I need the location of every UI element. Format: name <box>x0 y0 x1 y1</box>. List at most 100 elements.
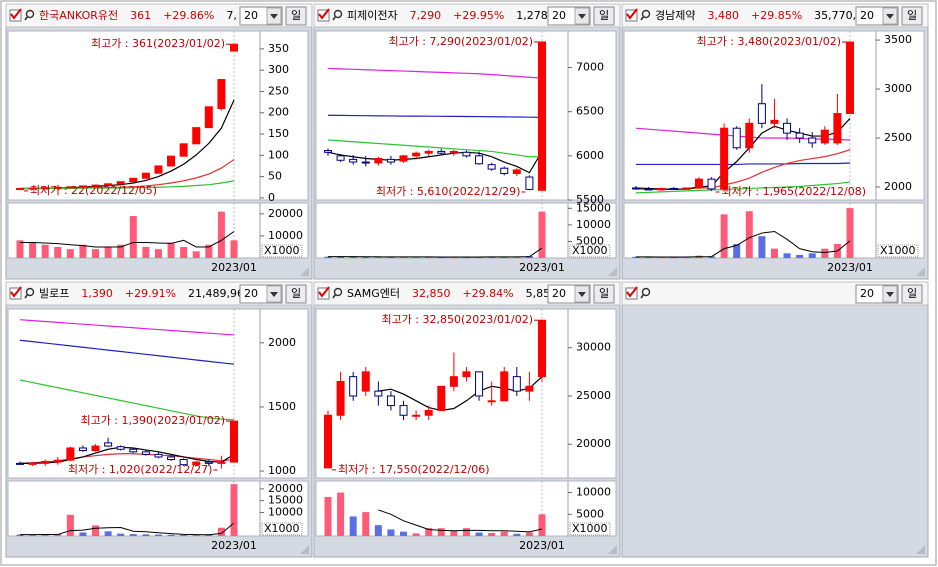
volume-bar <box>79 532 87 536</box>
volume-bar <box>92 249 100 258</box>
candle-body <box>129 448 138 453</box>
volume-bar <box>462 257 470 258</box>
candle-body <box>512 376 521 392</box>
header-change: +29.95% <box>453 9 504 22</box>
volume-pane <box>315 202 617 259</box>
search-icon[interactable] <box>641 287 651 297</box>
unit-button[interactable] <box>593 284 615 304</box>
unit-box <box>261 244 303 258</box>
candle-body <box>129 177 138 183</box>
low-label: 최저가 : 17,550(2022/12/06) <box>338 463 490 476</box>
candle-body <box>500 371 509 402</box>
volume-bar <box>758 236 766 258</box>
x-label: 2023/01 <box>519 261 565 274</box>
candle-body <box>104 183 113 186</box>
volume-bar <box>16 240 24 258</box>
volume-tick-label: 20000 <box>268 482 303 495</box>
candle-body <box>833 113 842 144</box>
resize-grip <box>608 267 617 276</box>
volume-bar <box>425 257 433 258</box>
unit-button[interactable] <box>285 284 307 304</box>
unit-box <box>877 244 919 258</box>
candle-body <box>217 461 226 464</box>
volume-tick-label: 10000 <box>576 486 611 499</box>
period-value: 20 <box>552 9 566 22</box>
high-label: 최고가 : 1,390(2023/01/02) <box>80 414 225 427</box>
candle-body <box>424 150 433 154</box>
y-tick-label: 7000 <box>576 61 604 74</box>
candle-body <box>399 155 408 162</box>
volume-bar <box>362 257 370 258</box>
unit-label: 일 <box>599 286 609 300</box>
dropdown-arrow <box>578 292 586 297</box>
volume-bar <box>16 534 24 536</box>
check-mark <box>10 286 22 298</box>
unit-label: 일 <box>291 8 301 22</box>
volume-bar <box>400 257 408 258</box>
check-mark <box>318 8 330 20</box>
candle-body <box>91 445 100 452</box>
volume-unit: X1000 <box>264 522 300 535</box>
header-name: SAMG엔터 <box>347 287 400 300</box>
candle-body <box>374 158 383 164</box>
volume-bar <box>362 512 370 536</box>
volume-bar <box>387 257 395 258</box>
candle-body <box>230 420 238 463</box>
search-icon-handle <box>640 294 645 299</box>
candle-body <box>192 127 201 145</box>
header-name: 빌로프 <box>39 287 69 300</box>
volume-average <box>20 231 235 248</box>
unit-button[interactable] <box>901 284 923 304</box>
header-volume: 35,770,8 <box>814 9 863 22</box>
candle-body <box>324 414 332 469</box>
candle-body <box>475 155 484 165</box>
search-icon[interactable] <box>25 9 35 19</box>
volume-bar <box>142 246 150 258</box>
candle-body <box>732 127 741 149</box>
candle-body <box>66 186 75 189</box>
moving-average <box>19 339 235 365</box>
candle-body <box>141 172 150 179</box>
search-icon[interactable] <box>25 287 35 297</box>
high-label: 최고가 : 3,480(2023/01/02) <box>696 35 841 48</box>
moving-average <box>19 379 235 421</box>
volume-pane <box>315 480 617 537</box>
candle-body <box>694 178 703 189</box>
candle-body <box>412 414 421 417</box>
volume-bar <box>230 484 238 536</box>
unit-button[interactable] <box>901 6 923 26</box>
candle-body <box>538 41 546 191</box>
candle-body <box>424 409 433 416</box>
unit-button[interactable] <box>285 6 307 26</box>
volume-tick-label: 5000 <box>576 234 604 247</box>
x-label: 2023/01 <box>211 261 257 274</box>
header-volume: 21,489,96 <box>188 287 244 300</box>
moving-average <box>636 162 851 166</box>
candle-body <box>707 178 716 190</box>
volume-bar <box>66 514 74 536</box>
volume-bar <box>657 256 665 258</box>
search-icon[interactable] <box>333 9 343 19</box>
volume-tick-label: 5000 <box>576 507 604 520</box>
header-name: 한국ANKOR유전 <box>39 9 118 22</box>
search-icon-handle <box>640 16 645 21</box>
search-icon[interactable] <box>333 287 343 297</box>
volume-bar <box>104 246 112 258</box>
volume-bar <box>450 257 458 258</box>
search-icon[interactable] <box>641 9 651 19</box>
candle-body <box>336 380 345 416</box>
volume-pane <box>7 480 309 537</box>
volume-unit: X1000 <box>572 244 608 257</box>
candle-body <box>487 400 496 403</box>
header-change: +29.91% <box>125 287 176 300</box>
header-price: 32,850 <box>412 287 451 300</box>
low-label: 최저가 : 5,610(2022/12/29) <box>376 185 521 198</box>
volume-bar <box>41 534 49 536</box>
unit-button[interactable] <box>593 6 615 26</box>
volume-unit: X1000 <box>264 244 300 257</box>
moving-average <box>327 114 543 118</box>
y-tick-label: 30000 <box>576 341 611 354</box>
volume-bar <box>425 528 433 536</box>
candle-body <box>720 127 729 190</box>
